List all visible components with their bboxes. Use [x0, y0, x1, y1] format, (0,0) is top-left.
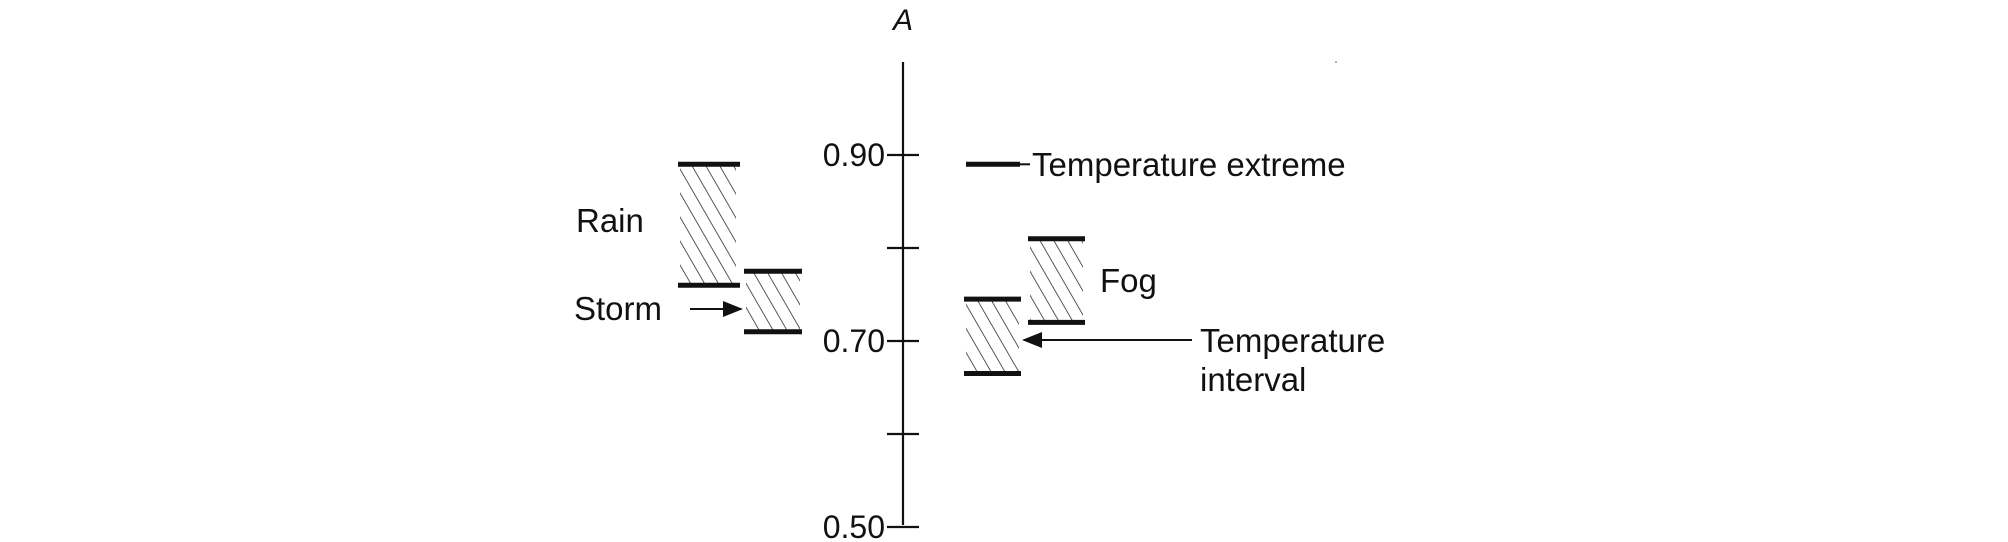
temperature-extreme-label: Temperature extreme	[1032, 146, 1346, 183]
storm-interval: Storm	[574, 268, 802, 335]
axis-tick-label: 0.90	[823, 137, 885, 173]
axis-title: A	[891, 4, 913, 37]
fog-label: Fog	[1100, 262, 1157, 299]
value-axis: A 0.90 0.70 0.50	[823, 4, 919, 542]
axis-tick-label: 0.50	[823, 509, 885, 542]
axis-tick-label: 0.70	[823, 323, 885, 359]
fog-hatch	[1030, 238, 1083, 323]
temperature-interval: Temperature interval	[964, 296, 1385, 398]
fog-interval: Fog	[1028, 236, 1157, 325]
storm-hatch	[746, 271, 800, 332]
storm-label: Storm	[574, 290, 662, 327]
rain-label: Rain	[576, 202, 644, 239]
rain-interval: Rain	[576, 161, 740, 288]
rain-hatch	[680, 164, 736, 286]
temperature-interval-hatch	[966, 299, 1019, 374]
speck	[1335, 61, 1337, 63]
temperature-extreme: Temperature extreme	[966, 146, 1346, 183]
temperature-interval-label-line1: Temperature	[1200, 322, 1385, 359]
axis-ticks: 0.90 0.70 0.50	[823, 137, 919, 542]
temperature-interval-label-line2: interval	[1200, 361, 1306, 398]
